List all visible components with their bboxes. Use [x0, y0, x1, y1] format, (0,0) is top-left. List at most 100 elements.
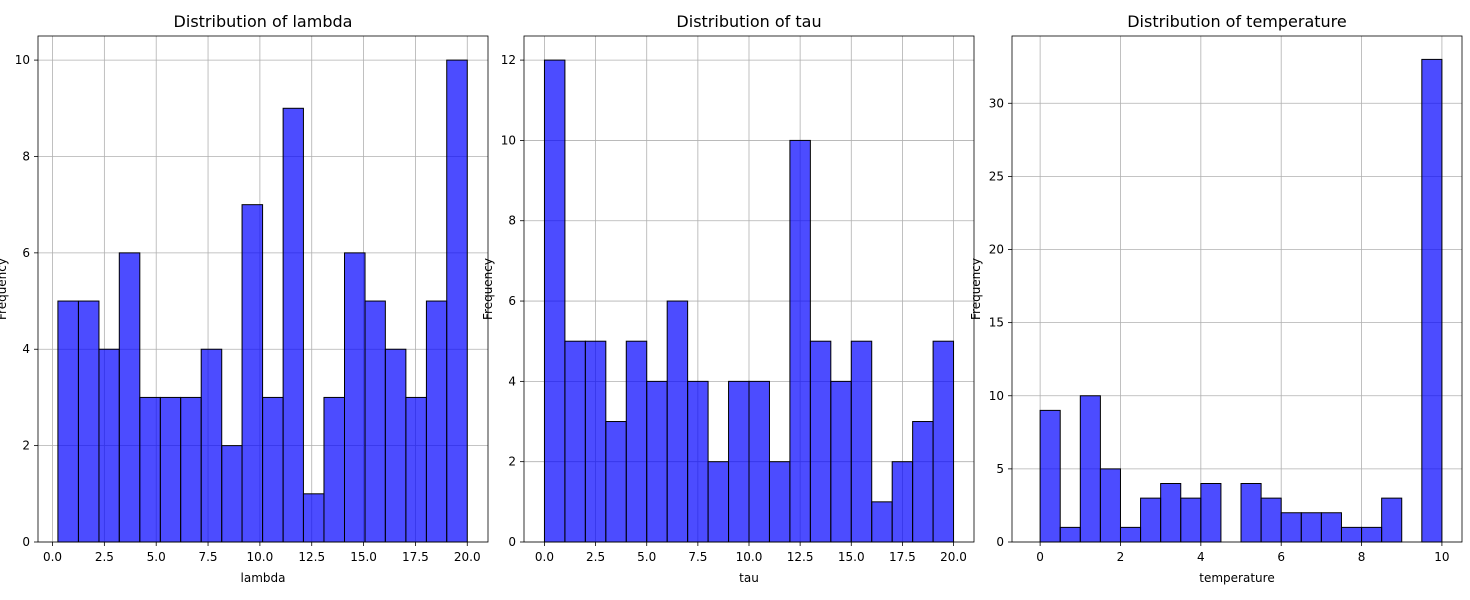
temperature-bar	[1381, 497, 1403, 543]
tau-bar	[605, 421, 627, 543]
lambda-bar	[180, 396, 202, 543]
tau-x-tick-label: 0.0	[535, 550, 554, 564]
tau-y-axis-label: Frequency	[481, 258, 495, 320]
lambda-bar	[446, 59, 468, 543]
tau-bar	[707, 461, 730, 543]
temperature-y-tick-label: 30	[989, 96, 1004, 110]
tau-bar	[830, 380, 852, 543]
tau-x-axis-label: tau	[739, 571, 759, 585]
lambda-y-tick-label: 4	[22, 342, 30, 356]
tau-bar	[912, 421, 934, 543]
lambda-bar	[241, 204, 264, 543]
tau-x-tick-label: 15.0	[838, 550, 865, 564]
lambda-x-tick-label: 5.0	[147, 550, 166, 564]
lambda-x-tick-label: 17.5	[402, 550, 429, 564]
tau-bar	[543, 59, 566, 543]
tau-y-tick-label: 8	[508, 214, 516, 228]
temperature-bar	[1119, 526, 1142, 543]
lambda-bar	[221, 445, 243, 543]
temperature-x-tick-label: 8	[1358, 550, 1366, 564]
lambda-bar	[405, 396, 427, 543]
tau-bar	[809, 340, 832, 543]
lambda-bar	[200, 348, 223, 543]
tau-bar	[646, 380, 668, 543]
temperature-bar	[1300, 512, 1322, 543]
tau-y-tick-label: 12	[501, 53, 516, 67]
lambda-chart-title: Distribution of lambda	[174, 12, 353, 31]
lambda-x-tick-label: 0.0	[43, 550, 62, 564]
tau-y-tick-label: 0	[508, 535, 516, 549]
tau-x-tick-label: 5.0	[637, 550, 656, 564]
tau-y-tick-label: 6	[508, 294, 516, 308]
temperature-bar	[1240, 483, 1262, 543]
tau-x-tick-label: 7.5	[688, 550, 707, 564]
lambda-y-tick-label: 8	[22, 149, 30, 163]
lambda-bar	[77, 300, 100, 543]
lambda-x-tick-label: 7.5	[198, 550, 217, 564]
lambda-bar	[57, 300, 79, 543]
lambda-x-tick-label: 12.5	[298, 550, 325, 564]
lambda-y-axis-label: Frequency	[0, 258, 9, 320]
temperature-bars	[1039, 58, 1443, 543]
temperature-x-axis-label: temperature	[1199, 571, 1274, 585]
temperature-bar	[1160, 483, 1182, 543]
temperature-x-tick-label: 10	[1434, 550, 1449, 564]
lambda-bar	[384, 348, 407, 543]
tau-y-tick-label: 2	[508, 455, 516, 469]
lambda-x-axis-label: lambda	[241, 571, 286, 585]
temperature-bar	[1180, 497, 1202, 543]
lambda-bar	[282, 107, 304, 543]
lambda-x-tick-label: 2.5	[95, 550, 114, 564]
lambda-bar	[302, 493, 325, 543]
temperature-y-axis-label: Frequency	[969, 258, 983, 320]
lambda-x-tick-label: 20.0	[454, 550, 481, 564]
lambda-bar	[364, 300, 386, 543]
tau-bar	[850, 340, 873, 543]
lambda-plot-frame	[37, 35, 489, 543]
tau-chart-title: Distribution of tau	[676, 12, 821, 31]
temperature-y-tick-label: 10	[989, 389, 1004, 403]
lambda-y-tick-label: 0	[22, 535, 30, 549]
temperature-chart-title: Distribution of temperature	[1127, 12, 1347, 31]
lambda-bar	[323, 396, 345, 543]
temperature-bar	[1340, 526, 1363, 543]
tau-y-tick-label: 4	[508, 374, 516, 388]
temperature-y-tick-label: 25	[989, 169, 1004, 183]
lambda-x-tick-label: 15.0	[350, 550, 377, 564]
lambda-bar	[98, 348, 120, 543]
temperature-bar	[1099, 468, 1121, 543]
lambda-bar	[118, 252, 141, 543]
tau-y-tick-label: 10	[501, 133, 516, 147]
lambda-bar	[139, 396, 161, 543]
lambda-bar	[159, 396, 182, 543]
tau-bar	[932, 340, 955, 543]
temperature-bar	[1260, 497, 1282, 543]
temperature-x-tick-label: 4	[1197, 550, 1205, 564]
temperature-bar	[1140, 497, 1162, 543]
tau-plot-frame	[523, 35, 975, 543]
tau-bar	[666, 300, 689, 543]
temperature-plot-frame	[1011, 35, 1463, 543]
temperature-histogram-panel: 0 2 4 6 8 10 0 5 10 15 20 25 30 Distribution of tempe…	[969, 12, 1463, 585]
temperature-bar	[1200, 483, 1222, 543]
temperature-bar	[1280, 512, 1302, 543]
lambda-y-tick-label: 6	[22, 246, 30, 260]
lambda-y-tick-label: 2	[22, 439, 30, 453]
temperature-grid	[1012, 36, 1462, 543]
tau-bar	[687, 380, 709, 543]
temperature-x-tick-label: 2	[1117, 550, 1125, 564]
tau-x-tick-label: 20.0	[940, 550, 967, 564]
temperature-bar	[1361, 526, 1383, 543]
tau-bar	[728, 380, 750, 543]
lambda-axes: 0.0 2.5 5.0 7.5 10.0 12.5 15.0 17.5 20.0 0 2 4 6 8 10	[15, 35, 489, 564]
tau-histogram-panel: 0.0 2.5 5.0 7.5 10.0 12.5 15.0 17.5 20.0 0 2 4 6 8 10 1…	[481, 12, 975, 585]
temperature-y-tick-label: 0	[996, 535, 1004, 549]
tau-x-tick-label: 2.5	[586, 550, 605, 564]
temperature-y-tick-label: 20	[989, 243, 1004, 257]
tau-bar	[748, 380, 770, 543]
tau-axes: 0.0 2.5 5.0 7.5 10.0 12.5 15.0 17.5 20.0 0 2 4 6 8 10 1…	[501, 35, 975, 564]
temperature-bar	[1079, 395, 1101, 543]
temperature-y-tick-label: 5	[996, 462, 1004, 476]
tau-bar	[564, 340, 586, 543]
